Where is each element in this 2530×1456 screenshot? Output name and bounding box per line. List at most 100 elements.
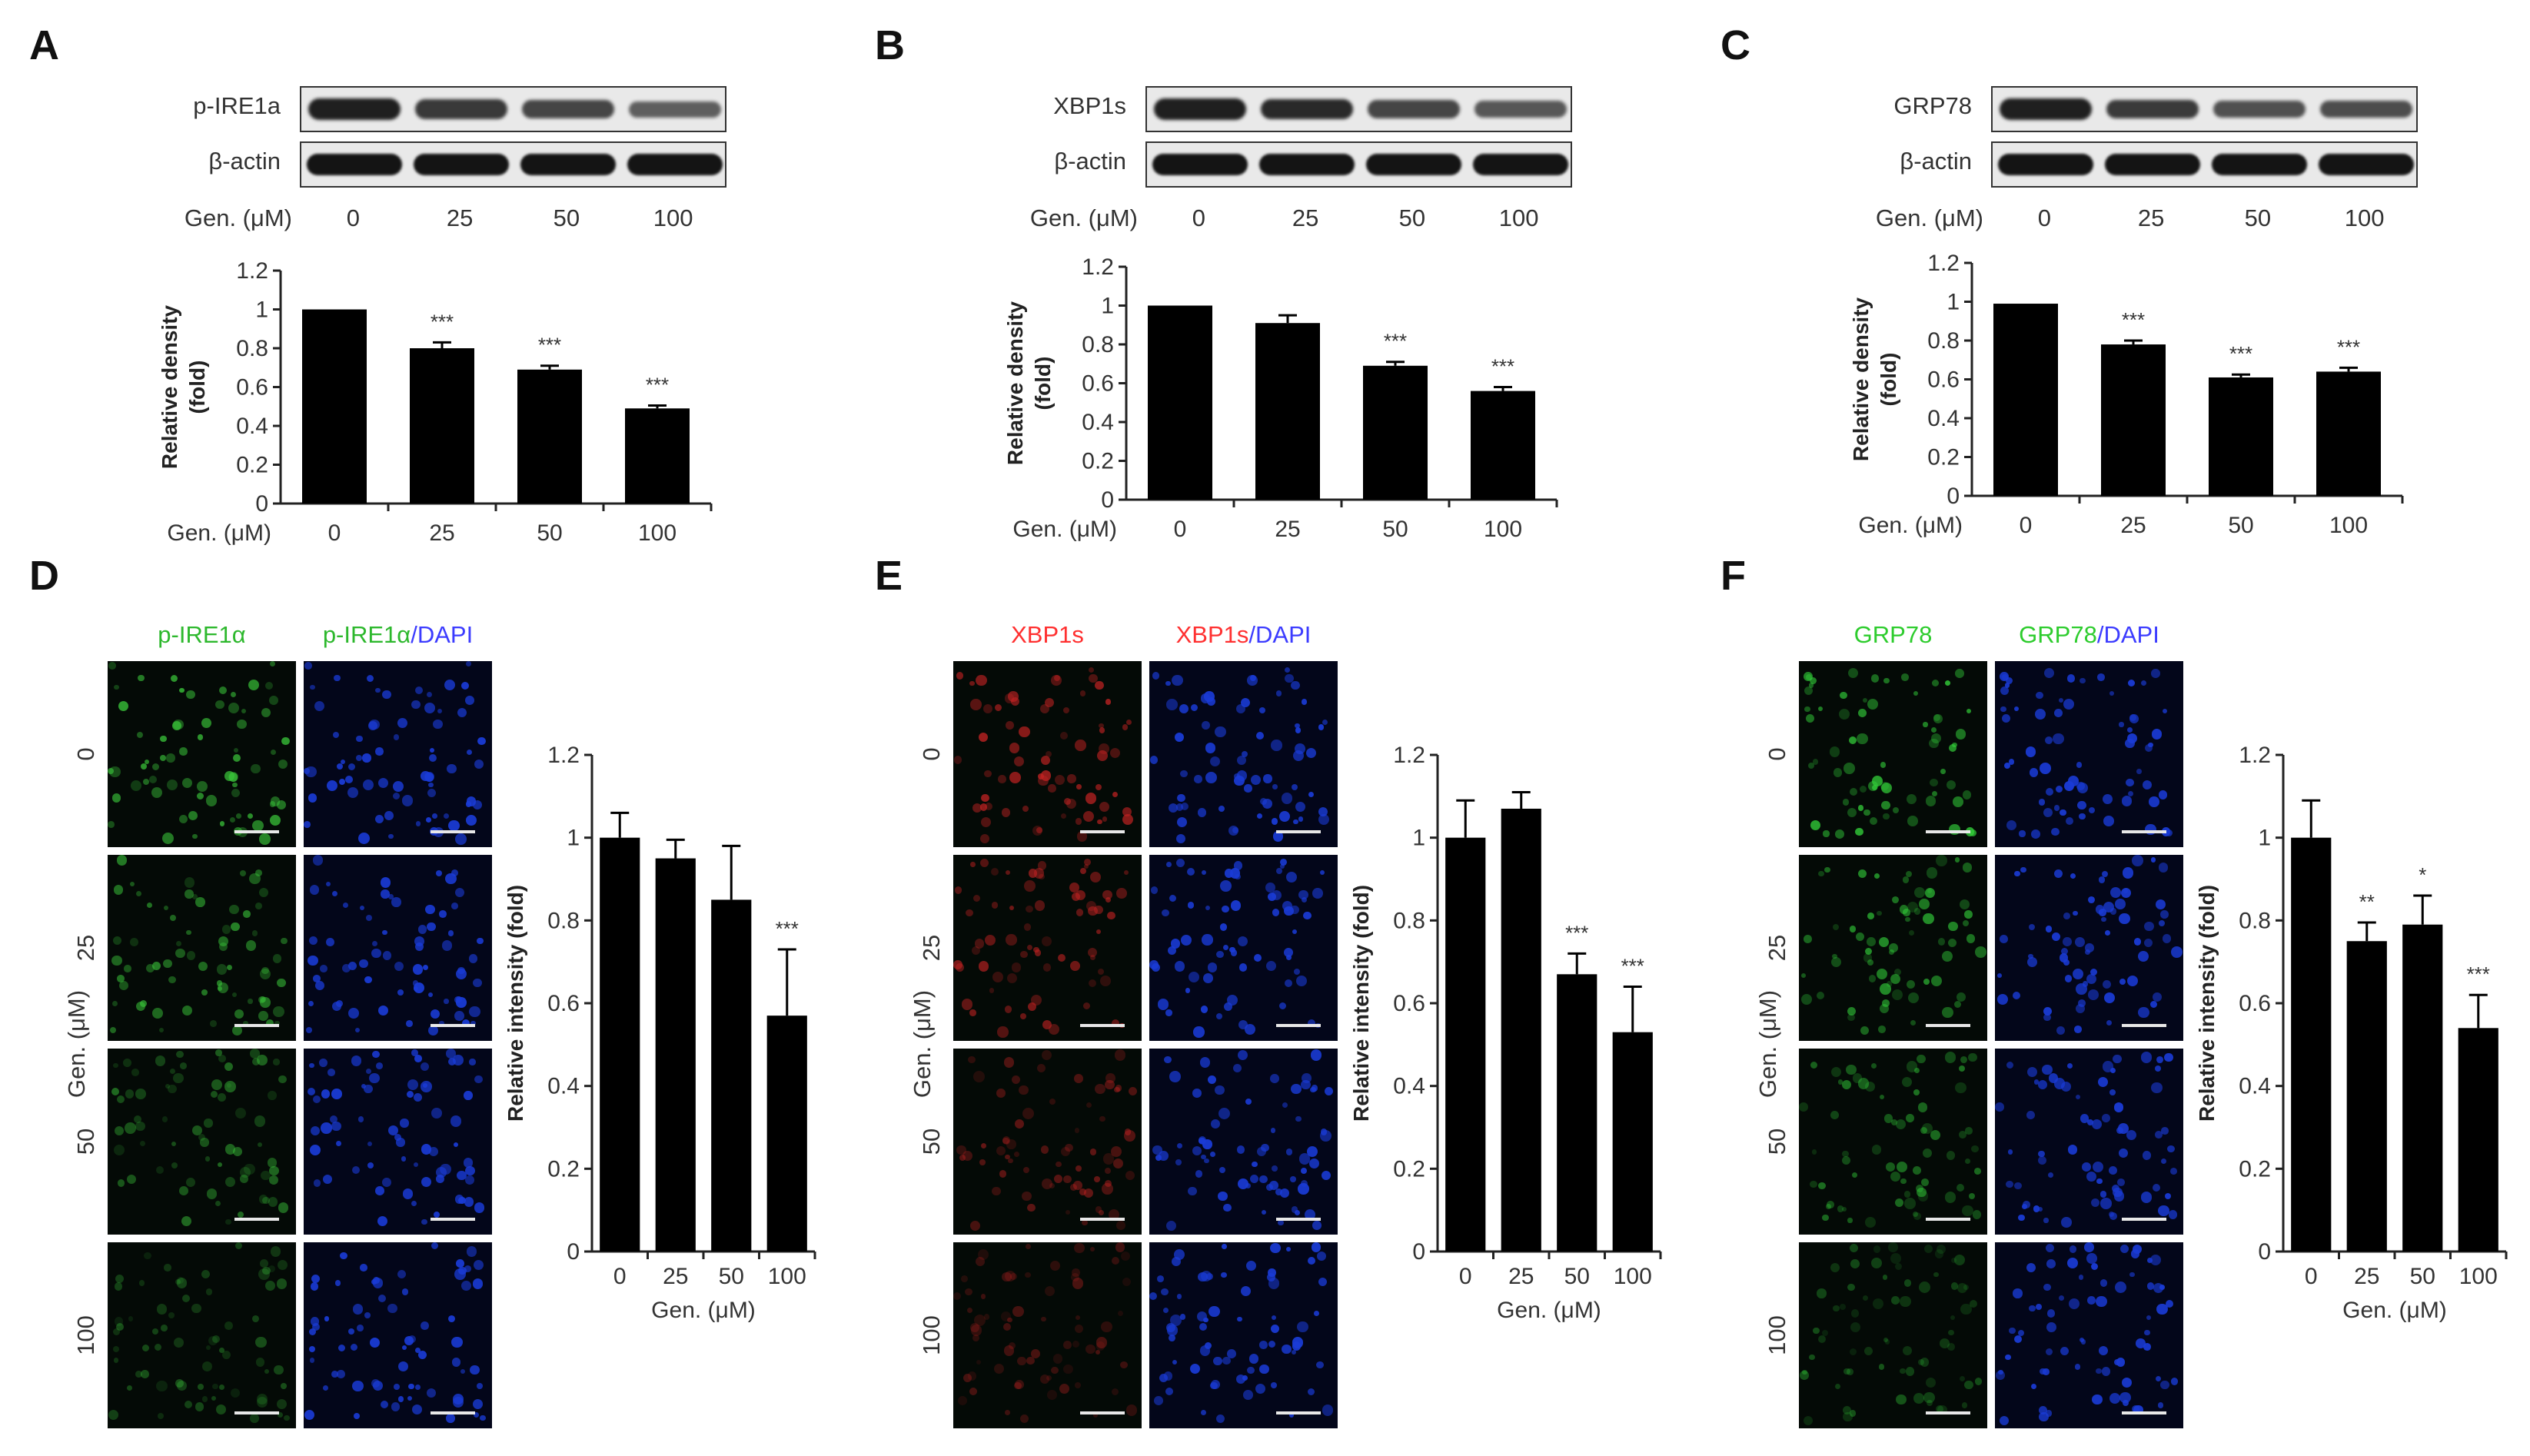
cell <box>229 816 236 823</box>
cell <box>966 909 973 916</box>
cell <box>1076 784 1082 789</box>
cell <box>1931 680 1939 687</box>
nucleus <box>1322 719 1328 726</box>
scale-bar <box>1926 1024 1970 1027</box>
dose-value: 25 <box>1292 204 1319 231</box>
cell <box>1003 1345 1015 1356</box>
cell <box>1964 909 1973 919</box>
nucleus <box>307 1088 315 1096</box>
cell <box>1805 714 1814 723</box>
cell <box>115 1323 124 1331</box>
nucleus <box>2055 785 2063 793</box>
nucleus <box>2068 784 2074 790</box>
nucleus <box>1286 955 1292 961</box>
nucleus <box>2109 886 2122 899</box>
y-tick-label: 0.6 <box>236 375 268 401</box>
cell <box>1916 1184 1924 1192</box>
nucleus <box>352 1304 363 1315</box>
nucleus <box>415 821 421 826</box>
cell <box>1810 819 1820 830</box>
signal-tile <box>108 1242 296 1428</box>
nucleus <box>1300 1167 1308 1175</box>
nucleus <box>469 1059 476 1065</box>
nucleus <box>1318 813 1329 825</box>
nucleus <box>1290 905 1299 915</box>
nucleus <box>474 759 484 769</box>
cell <box>1863 1346 1873 1356</box>
nucleus <box>2026 746 2036 757</box>
nucleus <box>1291 1349 1296 1355</box>
nucleus <box>312 855 324 866</box>
nucleus <box>2066 1257 2079 1269</box>
cell <box>1879 1094 1885 1100</box>
cell <box>1917 1054 1926 1064</box>
nucleus <box>2046 1348 2053 1356</box>
cell <box>141 1344 149 1351</box>
nucleus <box>2043 1284 2051 1291</box>
cell <box>1804 1415 1814 1425</box>
cell <box>206 1188 218 1200</box>
nucleus <box>2131 855 2143 867</box>
target-band <box>628 101 721 118</box>
cell <box>1926 867 1938 879</box>
nucleus <box>1162 909 1169 916</box>
nucleus <box>2127 680 2135 687</box>
cell <box>992 1186 1001 1196</box>
cell <box>970 1322 980 1332</box>
cell <box>1965 1127 1973 1135</box>
significance-mark: *** <box>1621 954 1644 977</box>
nucleus <box>466 749 473 756</box>
cell <box>1907 793 1917 804</box>
cell <box>1917 1191 1929 1202</box>
nucleus <box>1311 1085 1318 1092</box>
nucleus <box>400 1119 409 1128</box>
nucleus <box>2092 1394 2103 1405</box>
cell <box>1957 1183 1965 1192</box>
nucleus <box>2026 1110 2036 1119</box>
nucleus <box>388 833 394 839</box>
cell <box>1039 1374 1050 1385</box>
nucleus <box>1223 944 1229 951</box>
nucleus <box>2086 1171 2096 1182</box>
nucleus <box>1220 880 1232 893</box>
nucleus <box>430 1009 440 1019</box>
nucleus <box>305 766 317 778</box>
cell <box>1028 1002 1037 1011</box>
cell <box>1802 1370 1807 1375</box>
nucleus <box>1211 1119 1221 1129</box>
nucleus <box>374 1185 384 1195</box>
cell <box>138 674 145 682</box>
nucleus <box>2103 793 2113 804</box>
significance-mark: *** <box>2229 342 2252 365</box>
cell <box>114 1125 125 1135</box>
cell <box>264 1368 269 1374</box>
bar <box>517 369 582 504</box>
nucleus <box>406 1090 414 1099</box>
dose-value: 100 <box>2344 204 2385 231</box>
cell <box>1955 669 1964 678</box>
nucleus <box>1294 1209 1301 1216</box>
nucleus <box>1261 1143 1269 1152</box>
nucleus <box>2040 1368 2046 1375</box>
cell <box>1017 1356 1026 1366</box>
cell <box>1847 1218 1853 1223</box>
nucleus <box>1165 1388 1174 1396</box>
nucleus <box>454 887 464 898</box>
nucleus <box>2077 800 2086 810</box>
nucleus <box>1193 1026 1205 1038</box>
cell <box>1839 708 1850 720</box>
cell <box>264 681 274 690</box>
nucleus <box>463 1158 474 1168</box>
merge-label-signal: p-IRE1α <box>322 621 411 648</box>
cell <box>1070 1183 1078 1192</box>
cell <box>1933 713 1941 722</box>
nucleus <box>2101 870 2108 877</box>
cell <box>176 1050 184 1059</box>
cell <box>1007 1317 1012 1322</box>
nucleus <box>2108 1211 2114 1217</box>
merge-label-dapi: /DAPI <box>411 621 474 648</box>
nucleus <box>2087 1119 2094 1125</box>
cell <box>1003 1057 1015 1068</box>
nucleus <box>1304 1208 1315 1220</box>
merge-tile <box>1995 1049 2183 1235</box>
